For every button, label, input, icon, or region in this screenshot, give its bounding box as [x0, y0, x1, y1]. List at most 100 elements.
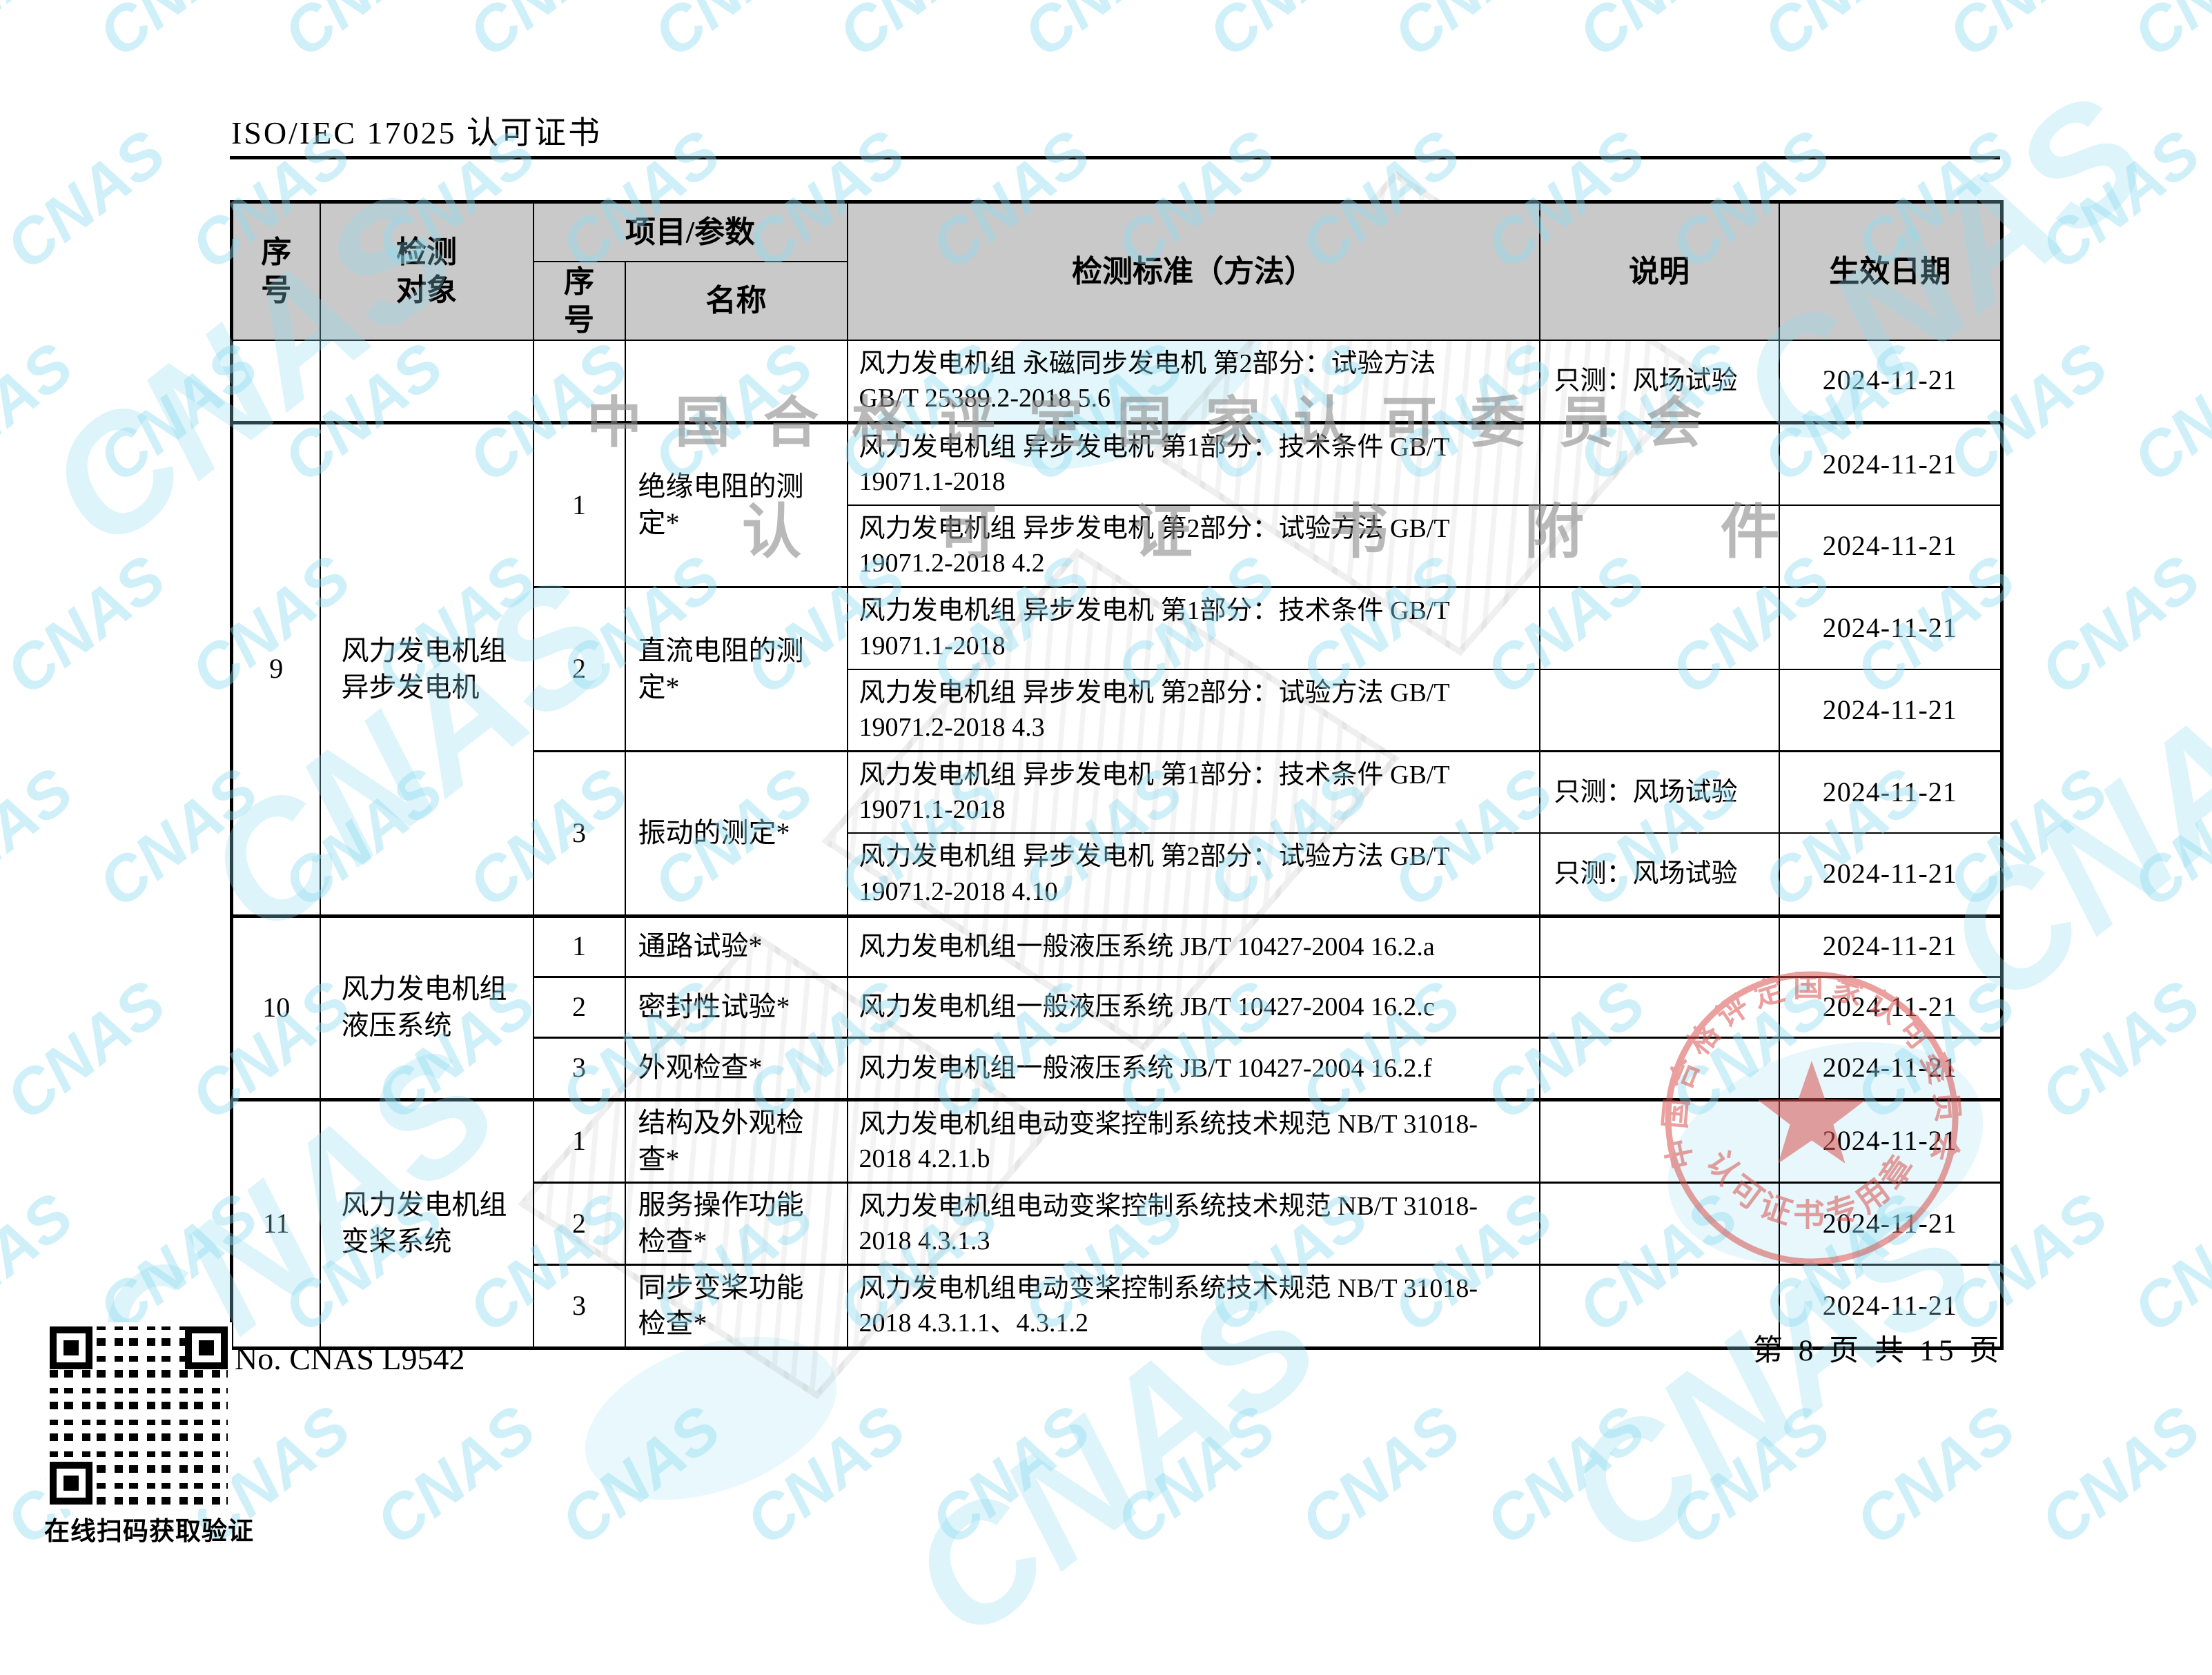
- table-row: 3 振动的测定* 风力发电机组 异步发电机 第1部分：技术条件 GB/T 190…: [232, 750, 2003, 917]
- cnas-watermark-tile: CNAS: [1287, 1392, 1474, 1559]
- cell-item-no: 3: [532, 1264, 626, 1349]
- cell-standard: 风力发电机组电动变桨控制系统技术规范 NB/T 31018- 2018 4.2.…: [846, 1097, 1540, 1184]
- cell-group-no: 9: [231, 420, 321, 917]
- cell-group-no: 10: [231, 914, 321, 1101]
- col-header-standard: 检测标准（方法）: [846, 201, 1540, 341]
- cnas-watermark-tile: CNAS: [2120, 329, 2212, 496]
- cnas-watermark-tile: CNAS: [2120, 1179, 2212, 1346]
- cell-date: 2024-11-21: [1778, 339, 2003, 424]
- cnas-watermark-tile: CNAS: [917, 1392, 1104, 1559]
- cnas-watermark-tile: CNAS: [1010, 0, 1196, 72]
- cell-object: 风力发电机组 异步发电机: [319, 420, 534, 917]
- table-header: 序 号 检测 对象 项目/参数 检测标准（方法） 说明 生效日期 序 号 名称: [231, 201, 2003, 341]
- cell-note: [1538, 1181, 1780, 1266]
- col-header-item-param: 项目/参数: [532, 201, 848, 262]
- cnas-watermark-tile: CNAS: [640, 0, 826, 72]
- cell-item-no: 2: [532, 975, 626, 1039]
- cell-item-no: [532, 339, 626, 424]
- cell-item-no: 1: [532, 1097, 626, 1184]
- cell-date: 2024-11-21: [1778, 586, 2003, 670]
- cnas-watermark-tile: CNAS: [2120, 754, 2212, 921]
- cell-note: [1538, 975, 1780, 1039]
- cell-standard: 风力发电机组一般液压系统 JB/T 10427-2004 16.2.a: [846, 914, 1540, 978]
- cell-standard: 风力发电机组电动变桨控制系统技术规范 NB/T 31018- 2018 4.3.…: [846, 1264, 1540, 1349]
- cnas-watermark-tile: CNAS: [2120, 0, 2212, 72]
- cnas-watermark-tile: CNAS: [1102, 1392, 1289, 1559]
- cnas-watermark-tile: CNAS: [0, 967, 179, 1134]
- col-header-object: 检测 对象: [319, 201, 534, 341]
- cell-group-no: 11: [231, 1097, 321, 1349]
- cnas-watermark-tile: CNAS: [362, 1392, 549, 1559]
- cell-standard: 风力发电机组一般液压系统 JB/T 10427-2004 16.2.f: [846, 1036, 1540, 1101]
- cell-standard: 风力发电机组 异步发电机 第1部分：技术条件 GB/T 19071.1-2018: [846, 586, 1540, 670]
- cell-item-name: 振动的测定*: [624, 750, 848, 917]
- cnas-watermark-tile: CNAS: [2027, 967, 2212, 1134]
- cell-item-name: 通路试验*: [624, 914, 848, 978]
- cell-item-name: 外观检查*: [624, 1036, 848, 1101]
- cell-date: 2024-11-21: [1778, 1181, 2003, 1266]
- cnas-watermark-tile: CNAS: [0, 542, 179, 709]
- col-header-note: 说明: [1538, 201, 1780, 341]
- page-indicator: 第 8 页 共 15 页: [1753, 1335, 2004, 1367]
- cell-date: 2024-11-21: [1778, 1036, 2003, 1101]
- cnas-watermark-tile: CNAS: [1750, 0, 1936, 72]
- cell-date: 2024-11-21: [1778, 914, 2003, 978]
- table-row: 9 风力发电机组 异步发电机 1 绝缘电阻的测 定* 风力发电机组 异步发电机 …: [231, 420, 2003, 917]
- cell-item-no: 1: [532, 420, 626, 588]
- cnas-watermark-tile: CNAS: [0, 1179, 86, 1346]
- cnas-watermark-tile: CNAS: [0, 329, 86, 496]
- cnas-watermark-tile: CNAS: [1657, 1392, 1843, 1559]
- verification-qr-code: [46, 1322, 232, 1509]
- cell-item-no: 3: [532, 750, 626, 917]
- cnas-watermark-tile: CNAS: [1195, 0, 1381, 72]
- cell-note: [1538, 1036, 1780, 1101]
- cell-item-name: 绝缘电阻的测 定*: [624, 420, 848, 588]
- qr-caption: 在线扫码获取验证: [44, 1518, 254, 1546]
- cell-note: 只测：风场试验: [1538, 339, 1780, 424]
- cell-item-name: 服务操作功能 检查*: [624, 1181, 848, 1266]
- cell-note: 只测：风场试验: [1538, 750, 1780, 834]
- cell-standard: 风力发电机组 异步发电机 第1部分：技术条件 GB/T 19071.1-2018: [846, 420, 1540, 507]
- col-header-sub-name: 名称: [624, 260, 848, 341]
- cnas-watermark-tile: CNAS: [85, 0, 271, 72]
- cell-date: 2024-11-21: [1778, 750, 2003, 834]
- cell-item-name: 直流电阻的测 定*: [624, 586, 848, 752]
- cell-item-no: 2: [532, 586, 626, 752]
- col-header-sub-no: 序 号: [532, 260, 626, 341]
- cell-object: 风力发电机组 变桨系统: [319, 1097, 534, 1349]
- cell-item-name: 同步变桨功能 检查*: [624, 1264, 848, 1349]
- cell-note: [1538, 586, 1780, 670]
- document-title: ISO/IEC 17025 认可证书: [231, 115, 602, 150]
- qr-finder-icon: [50, 1462, 92, 1505]
- cell-item-name: [624, 339, 848, 424]
- qr-finder-icon: [50, 1326, 92, 1369]
- cell-note: [1538, 505, 1780, 588]
- cell-note: [1538, 1264, 1780, 1349]
- table-row: 风力发电机组 永磁同步发电机 第2部分：试验方法 GB/T 25389.2-20…: [231, 339, 2003, 424]
- cell-date: 2024-11-21: [1778, 975, 2003, 1039]
- table-row: 11 风力发电机组 变桨系统 1 结构及外观检 查* 风力发电机组电动变桨控制系…: [231, 1097, 2003, 1349]
- cnas-watermark-tile: CNAS: [825, 0, 1011, 72]
- cnas-watermark-tile: CNAS: [1842, 1392, 2028, 1559]
- cell-note: 只测：风场试验: [1538, 832, 1780, 917]
- accreditation-scope-table: 序 号 检测 对象 项目/参数 检测标准（方法） 说明 生效日期 序 号 名称 …: [230, 200, 2004, 1350]
- cell-note: [1538, 420, 1780, 507]
- cell-standard: 风力发电机组一般液压系统 JB/T 10427-2004 16.2.c: [846, 975, 1540, 1039]
- cell-date: 2024-11-21: [1778, 832, 2003, 917]
- cnas-watermark-tile: CNAS: [455, 0, 641, 72]
- cnas-watermark-tile: CNAS: [2027, 542, 2212, 709]
- qr-finder-icon: [185, 1326, 228, 1369]
- cnas-watermark-tile: CNAS: [0, 0, 86, 72]
- header-rule: [230, 156, 2000, 159]
- cnas-watermark-tile: CNAS: [1565, 0, 1751, 72]
- cell-date: 2024-11-21: [1778, 1264, 2003, 1349]
- certificate-number: No. CNAS L9542: [235, 1341, 465, 1376]
- cell-date: 2024-11-21: [1778, 420, 2003, 507]
- cell-standard: 风力发电机组电动变桨控制系统技术规范 NB/T 31018- 2018 4.3.…: [846, 1181, 1540, 1266]
- cnas-watermark-tile: CNAS: [1472, 1392, 1658, 1559]
- col-header-no: 序 号: [231, 201, 321, 341]
- cell-item-no: 3: [532, 1036, 626, 1101]
- table-row: 2 直流电阻的测 定* 风力发电机组 异步发电机 第1部分：技术条件 GB/T …: [232, 586, 2003, 752]
- cell-note: [1538, 1097, 1780, 1184]
